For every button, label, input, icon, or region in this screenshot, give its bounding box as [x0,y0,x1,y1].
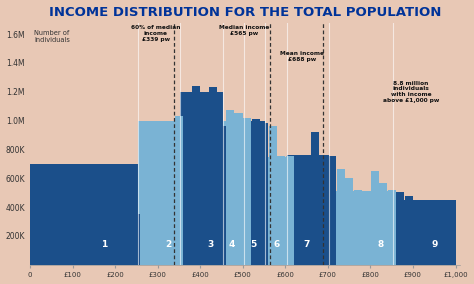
Text: Number of
Individuals: Number of Individuals [34,30,70,43]
Text: 6: 6 [273,240,280,249]
Bar [337,169,345,265]
Bar [285,156,293,265]
Bar [158,149,166,265]
Bar [302,170,310,265]
Text: 9: 9 [431,240,438,249]
Bar [141,204,149,265]
Bar [329,191,393,265]
Text: Median income
£565 pw: Median income £565 pw [219,25,269,36]
Bar [124,222,132,265]
Bar [439,211,447,265]
Bar [98,240,107,265]
Bar [82,247,90,265]
Bar [311,132,319,265]
Bar [64,252,73,265]
Text: 8.8 million
individuals
with income
above £1,000 pw: 8.8 million individuals with income abov… [383,81,439,103]
Bar [447,224,456,265]
Text: 60% of median
income
£339 pw: 60% of median income £339 pw [131,25,180,42]
Text: 8: 8 [378,240,384,249]
Text: 5: 5 [250,240,256,249]
Text: 4: 4 [229,240,235,249]
Text: 1: 1 [101,240,108,249]
Bar [413,212,421,265]
Bar [362,199,370,265]
Bar [328,156,336,265]
Bar [39,253,47,265]
Bar [396,192,404,265]
Bar [345,178,353,265]
Text: 7: 7 [303,240,310,249]
Bar [137,121,180,265]
Bar [393,200,456,265]
Bar [354,190,362,265]
Title: INCOME DISTRIBUTION FOR THE TOTAL POPULATION: INCOME DISTRIBUTION FOR THE TOTAL POPULA… [49,6,441,18]
Bar [73,250,81,265]
Bar [223,121,244,265]
Bar [430,217,438,265]
Bar [379,183,387,265]
Bar [192,86,200,265]
Bar [107,235,115,265]
Bar [180,92,223,265]
Bar [287,155,329,265]
Bar [319,156,328,265]
Bar [30,164,137,265]
Bar [244,121,265,265]
Bar [201,126,209,265]
Bar [183,108,191,265]
Bar [260,124,268,265]
Bar [149,187,157,265]
Bar [175,116,183,265]
Bar [294,164,302,265]
Bar [226,110,234,265]
Bar [388,190,396,265]
Text: Mean income
£688 pw: Mean income £688 pw [280,51,324,62]
Bar [115,229,123,265]
Bar [268,126,277,265]
Bar [132,214,140,265]
Bar [166,128,174,265]
Bar [235,113,243,265]
Bar [218,126,226,265]
Bar [265,157,287,265]
Bar [56,253,64,265]
Text: 3: 3 [208,240,214,249]
Bar [277,156,285,265]
Bar [371,171,379,265]
Bar [422,214,430,265]
Bar [30,190,38,265]
Text: 2: 2 [165,240,172,249]
Bar [243,118,251,265]
Bar [405,196,413,265]
Bar [90,243,98,265]
Bar [209,87,217,265]
Bar [47,254,55,265]
Bar [252,119,260,265]
